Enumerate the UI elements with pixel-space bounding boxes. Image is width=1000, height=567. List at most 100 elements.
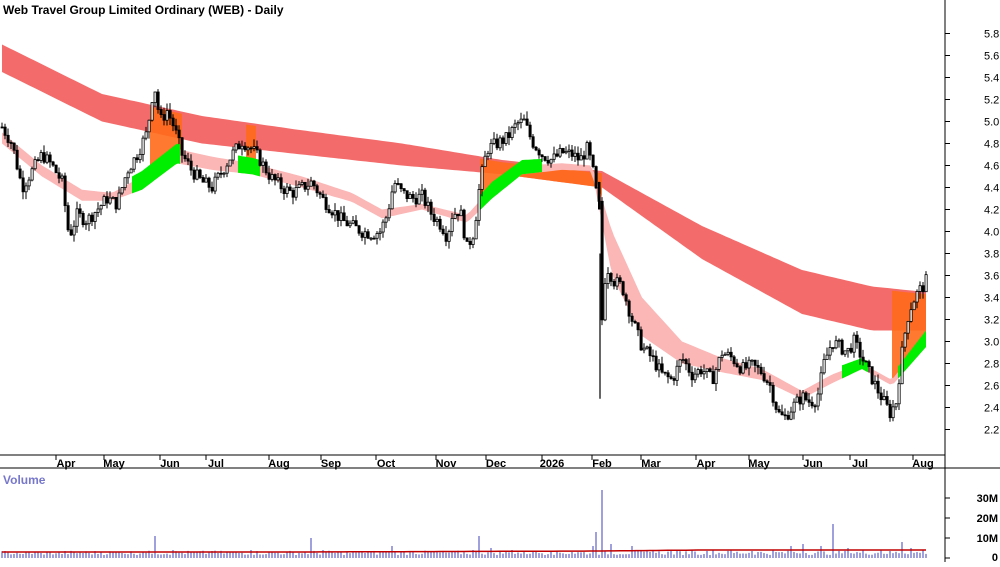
candle-body [216,172,220,178]
x-tick-label: Sep [321,458,341,470]
candle-body [792,401,796,413]
candle-body [672,378,676,381]
x-tick-label: Aug [268,458,289,470]
long-ma-band [2,44,926,331]
candle-body [264,161,268,174]
candle-body [519,118,523,123]
candle-body [468,241,472,245]
candle-body [759,366,763,375]
candle-body [165,110,169,121]
candle-body [75,208,79,227]
candle-body [441,228,445,235]
x-tick-label: Jun [160,458,180,470]
y-tick-label: 5.4 [984,73,999,85]
candle-body [117,192,121,210]
candle-body [27,179,31,187]
candle-body [486,152,490,157]
candle-body [447,231,451,242]
candle-body [741,362,745,374]
candle-body [63,175,67,207]
candle-body [66,205,70,231]
candle-body [558,148,562,157]
candle-body [426,201,430,206]
candle-body [666,372,670,378]
candle-body [645,346,649,349]
candle-body [819,372,823,395]
candle-body [726,351,730,355]
candle-body [636,322,640,331]
candle-body [852,334,856,353]
candle-body [843,350,847,355]
y-tick-label: 4.0 [984,227,999,239]
candle-body [225,165,229,174]
candle-body [99,205,103,210]
candle-body [180,137,184,156]
candle-body [729,351,733,358]
bullish-segment-2 [480,158,542,211]
candle-body [129,168,133,174]
candle-body [567,149,571,152]
candle-body [786,415,790,420]
candle-body [33,159,37,170]
candle-body [534,146,538,151]
candle-body [303,181,307,190]
y-tick-label: 5.0 [984,117,999,129]
y-axis-ticks: 2.2 2.4 2.6 2.8 3.0 3.2 3.4 3.6 3.8 4.0 4.2 4.4 4.6 4… [945,29,999,437]
candle-body [888,403,892,419]
candle-body [516,122,520,125]
candle-body [789,411,793,420]
candle-body [849,347,853,353]
candle-body [417,193,421,205]
candle-body [903,332,907,348]
candle-body [915,291,919,303]
candle-body [153,91,157,104]
candle-body [813,405,817,408]
candle-body [846,347,850,352]
y-tick-label: 2.2 [984,425,999,437]
candle-body [123,177,127,188]
x-tick-label: Aug [912,458,933,470]
volume-ma-line [2,549,926,553]
candle-body [3,126,7,136]
candle-body [387,208,391,219]
candle-body [654,355,658,371]
candle-body [510,127,514,138]
x-tick-label: Jul [208,458,224,470]
candle-body [492,138,496,144]
candle-body [594,166,598,189]
candle-body [579,155,583,161]
candle-body [420,189,424,195]
candle-body [522,118,526,121]
candle-body [540,154,544,158]
candle-body [270,174,274,180]
candle-body [138,153,142,161]
candle-body [60,175,64,179]
candle-body [78,208,82,214]
candle-body [702,371,706,375]
candle-body [366,231,370,239]
candle-body [324,197,328,210]
candle-body [405,190,409,200]
candle-body [48,154,52,163]
y-tick-label: 4.2 [984,205,999,217]
candle-body [36,159,40,162]
candle-body [906,321,910,334]
candle-body [87,214,91,225]
candle-body [96,208,100,213]
candle-body [528,124,532,138]
y-tick-label: 3.8 [984,249,999,261]
candle-body [855,334,859,343]
candle-body [408,194,412,200]
candle-body [189,160,193,171]
candle-body [102,196,106,206]
candle-body [624,294,628,302]
candle-body [921,285,925,293]
candle-body [291,190,295,198]
x-tick-label: May [103,458,125,470]
candle-body [876,380,880,394]
candle-body [807,399,811,403]
candle-body [657,363,661,371]
candle-body [894,403,898,408]
candle-body [234,143,238,151]
candle-body [93,212,97,222]
